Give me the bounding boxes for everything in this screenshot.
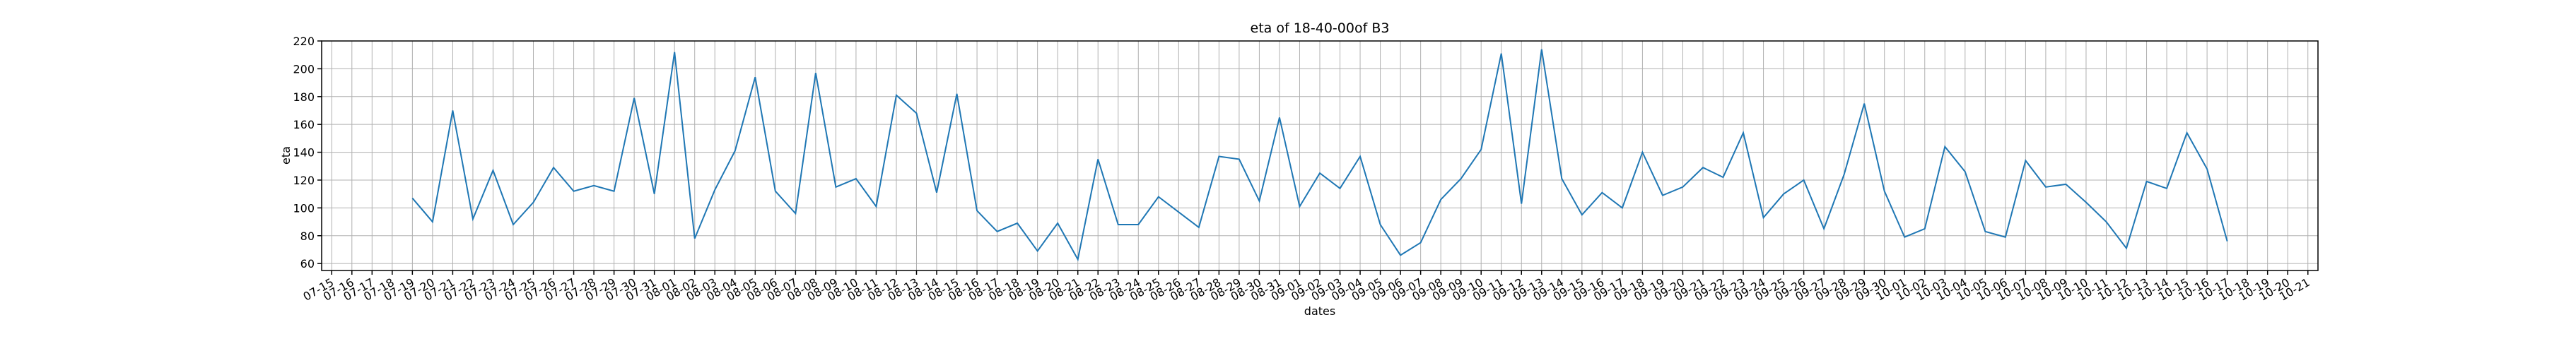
x-axis-label: dates (1304, 304, 1335, 318)
y-tick-label: 180 (293, 90, 315, 104)
y-tick-label: 200 (293, 62, 315, 76)
y-tick-label: 100 (293, 201, 315, 215)
y-tick-label: 160 (293, 118, 315, 131)
y-tick-label: 80 (300, 230, 315, 243)
y-axis-label: eta (279, 146, 293, 165)
plot-frame (321, 40, 2319, 271)
data-line (411, 49, 2228, 262)
y-tick-label: 60 (300, 257, 315, 270)
y-tick-label: 120 (293, 174, 315, 187)
chart-title: eta of 18-40-00of B3 (1251, 20, 1390, 36)
y-tick-label: 140 (293, 146, 315, 160)
y-tick-label: 220 (293, 35, 315, 48)
